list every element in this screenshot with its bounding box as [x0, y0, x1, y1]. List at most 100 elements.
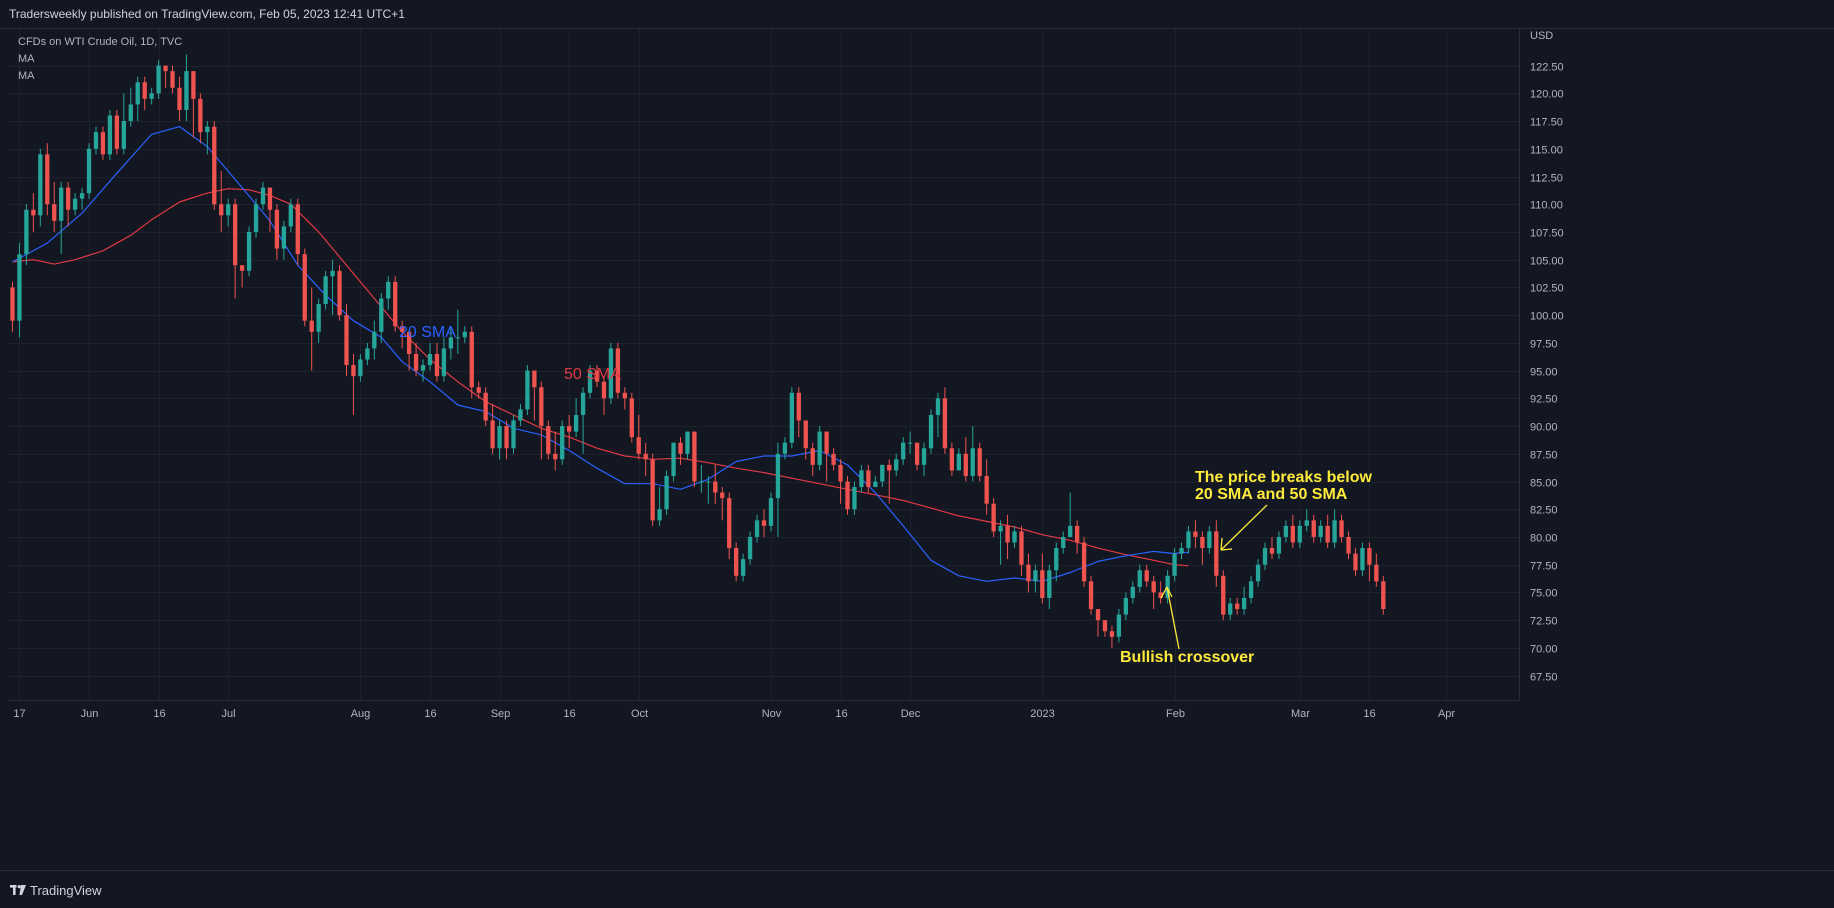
candle-body	[455, 337, 460, 339]
candle-body	[1228, 603, 1233, 615]
candle-body	[149, 93, 154, 99]
candle-body	[365, 348, 370, 360]
candle-body	[831, 453, 836, 465]
bear-candle	[1374, 553, 1379, 587]
bear-candle	[1290, 514, 1296, 549]
candle-body	[323, 276, 328, 305]
candle-body	[239, 265, 245, 271]
bull-candle	[1047, 564, 1052, 610]
candle-body	[532, 370, 537, 388]
candle-body	[393, 281, 398, 327]
candle-body	[267, 187, 273, 210]
candle-body	[226, 204, 231, 216]
time-tick-label: 16	[424, 708, 436, 720]
time-tick-label: 16	[563, 708, 575, 720]
candle-body	[135, 82, 140, 105]
candle-body	[1248, 581, 1254, 598]
bull-candle	[1116, 609, 1122, 643]
tradingview-brand[interactable]: TradingView	[10, 881, 102, 899]
candle-body	[72, 198, 78, 210]
bear-candle	[469, 326, 474, 399]
chart-panel[interactable]: 20 SMA 50 SMA The price breaks below 20 SMA…	[9, 29, 1834, 869]
bull-candle	[1068, 492, 1073, 537]
price-tick-label: 95.00	[1530, 367, 1558, 379]
bear-candle	[1158, 581, 1163, 604]
publication-bar: Tradersweekly published on TradingView.c…	[0, 0, 1834, 29]
bear-candle	[337, 265, 342, 321]
candle-body	[706, 481, 711, 483]
bull-candle	[448, 326, 454, 360]
candle-body	[740, 559, 746, 576]
candle-body	[490, 420, 495, 449]
candle-body	[79, 193, 85, 199]
candle-body	[497, 426, 502, 449]
bear-candle	[393, 276, 398, 332]
candle-body	[1235, 603, 1240, 610]
bull-candle	[1241, 586, 1247, 615]
indicator-ma-50[interactable]: MA	[18, 70, 35, 82]
bull-candle	[782, 437, 788, 460]
bear-candle	[267, 187, 273, 232]
bear-candle	[274, 204, 280, 260]
candle-body	[1054, 548, 1059, 571]
candle-body	[636, 437, 641, 454]
candle-body	[59, 187, 64, 221]
bull-candle	[253, 198, 259, 238]
bear-candle	[1151, 575, 1156, 610]
price-axis[interactable]: USD 122.50 120.00 117.50 115.00 112.50 110.00 1…	[1519, 29, 1564, 700]
candle-body	[615, 348, 621, 393]
candle-body	[1061, 536, 1066, 549]
chart-legend: CFDs on WTI Crude Oil, 1D, TVC MA MA	[18, 34, 182, 85]
bull-candle	[156, 60, 161, 99]
crossover-arrow-head	[1160, 586, 1173, 599]
candle-body	[880, 464, 885, 482]
bull-candle	[1318, 520, 1323, 543]
bull-candle	[1304, 509, 1309, 532]
bear-candle	[539, 381, 544, 460]
time-axis[interactable]: 17 Jun 16 Jul Aug 16 Sep 16 Oct Nov 16 Dec 2023 Feb Ma…	[9, 700, 1519, 721]
bull-candle	[205, 121, 210, 155]
bear-candle	[170, 65, 175, 94]
candle-body	[887, 464, 892, 471]
bull-candle	[1012, 525, 1017, 549]
sma50-label: 50 SMA	[564, 366, 621, 383]
bull-candle	[86, 143, 92, 199]
candle-body	[1179, 548, 1184, 554]
candle-body	[246, 231, 252, 271]
price-tick-label: 87.50	[1530, 450, 1558, 462]
price-tick-label: 67.50	[1530, 672, 1558, 684]
symbol-label[interactable]: CFDs on WTI Crude Oil, 1D, TVC	[18, 36, 183, 48]
bull-candle	[817, 426, 822, 471]
candle-body	[1367, 548, 1372, 565]
candle-body	[511, 420, 516, 449]
candle-body	[803, 420, 808, 449]
bull-candle	[455, 309, 460, 354]
bear-candle	[399, 320, 405, 349]
bear-candle	[991, 498, 996, 537]
bear-candle	[727, 492, 732, 560]
bull-candle	[901, 437, 906, 465]
bull-candle	[754, 514, 760, 543]
candle-body	[1144, 570, 1149, 582]
bear-candle	[942, 387, 948, 454]
price-tick-label: 85.00	[1530, 478, 1558, 490]
bull-candle	[323, 270, 328, 310]
time-tick-label: Sep	[491, 708, 511, 720]
candle-body	[351, 365, 356, 377]
candle-body	[24, 209, 29, 255]
candle-body	[1353, 553, 1358, 571]
bear-candle	[1109, 625, 1115, 648]
candle-body	[525, 370, 530, 410]
indicator-ma-20[interactable]: MA	[18, 53, 35, 65]
sma20-label: 20 SMA	[399, 324, 456, 341]
bear-candle	[309, 287, 314, 371]
candle-body	[52, 204, 57, 221]
candle-body	[86, 148, 92, 194]
bull-candle	[775, 442, 781, 537]
bear-candle	[10, 281, 15, 332]
sma20-line	[12, 126, 1189, 582]
price-tick-label: 97.50	[1530, 339, 1558, 351]
bear-candle	[720, 487, 725, 521]
